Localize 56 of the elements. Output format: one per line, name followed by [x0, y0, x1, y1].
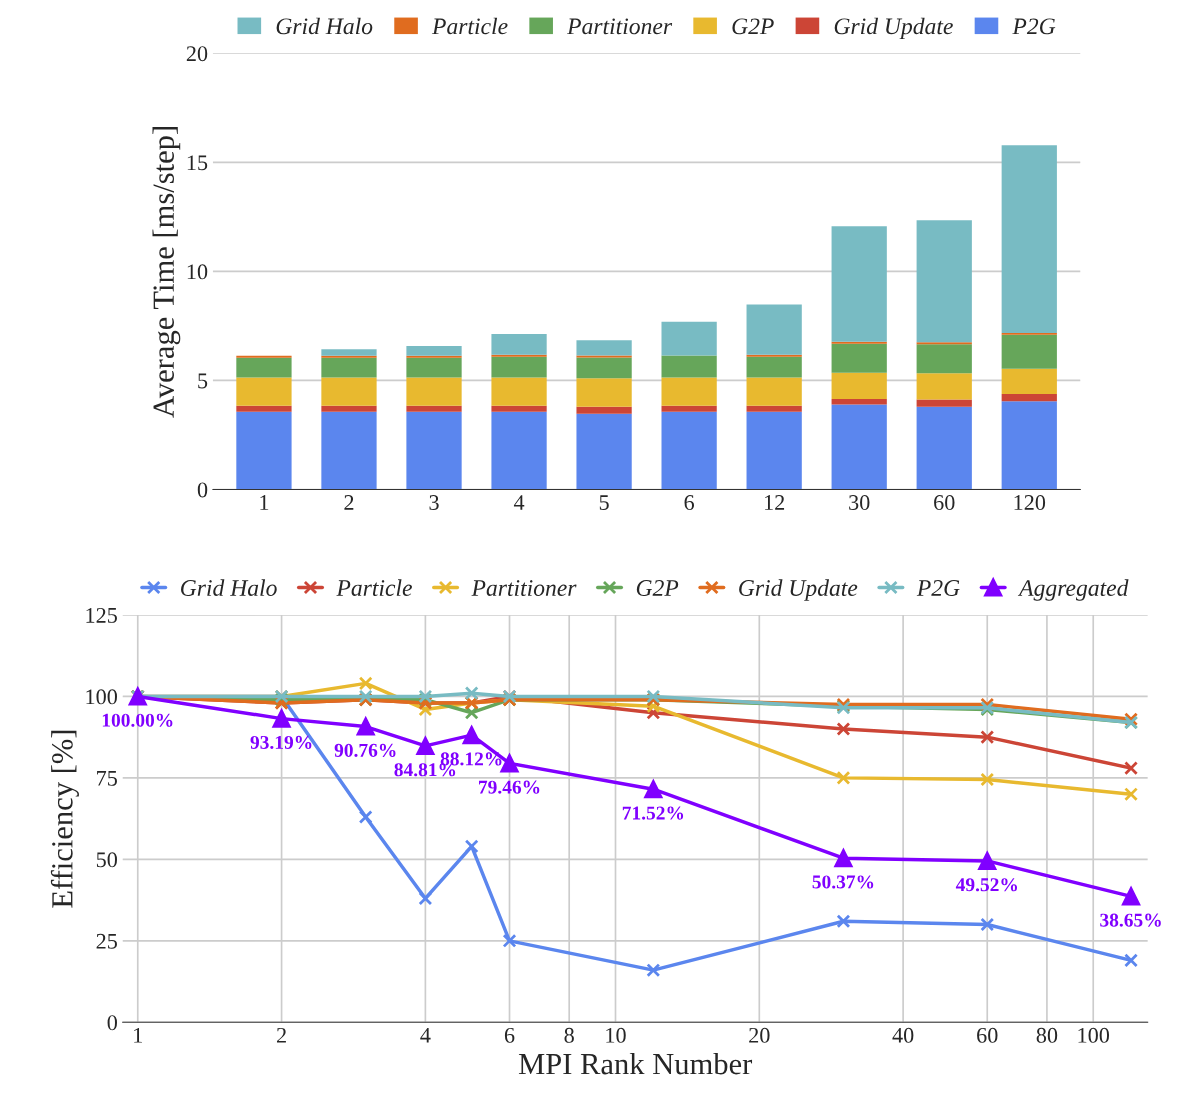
data-label: 38.65%: [1100, 913, 1161, 927]
x-tick-label: 20: [749, 1027, 770, 1043]
x-tick-label: 1: [134, 1027, 142, 1043]
legend-label: Aggregated: [1017, 579, 1129, 601]
y-tick-label: 125: [86, 607, 117, 623]
y-tick-label: 0: [197, 482, 208, 498]
x-tick-label: 6: [504, 1027, 515, 1043]
x-tick-label: 60: [977, 1027, 998, 1043]
data-label: 90.76%: [334, 743, 396, 757]
x-tick-label: 2: [344, 495, 354, 510]
data-label: 50.37%: [812, 875, 874, 889]
legend-label: Grid Update: [739, 579, 858, 601]
legend-label: Grid Halo: [276, 17, 373, 35]
x-tick-label: 12: [765, 495, 785, 510]
data-label: 100.00%: [102, 713, 173, 727]
x-tick-label: 8: [564, 1027, 574, 1043]
x-axis-title: MPI Rank Number: [518, 1052, 753, 1075]
x-tick-label: 5: [599, 495, 609, 511]
data-label: 49.52%: [955, 878, 1018, 892]
y-tick-label: 100: [86, 689, 117, 705]
x-tick-label: 1: [260, 495, 269, 510]
y-tick-label: 10: [187, 264, 208, 280]
data-label: 71.52%: [622, 806, 684, 820]
x-tick-label: 60: [934, 495, 955, 511]
legend-label: Partitioner: [567, 18, 673, 35]
legend-label: Grid Halo: [181, 579, 277, 596]
y-tick-label: 50: [96, 852, 117, 868]
legend-label: P2G: [916, 580, 960, 596]
x-tick-label: 100: [1078, 1027, 1110, 1043]
y-axis-title: Average Time [ms/step]: [152, 127, 181, 418]
y-tick-label: 75: [97, 771, 117, 786]
x-tick-label: 6: [684, 495, 695, 511]
y-tick-label: 0: [107, 1015, 117, 1031]
legend-label: P2G: [1012, 18, 1056, 35]
legend-label: Particle: [431, 17, 508, 35]
y-tick-label: 5: [198, 373, 208, 389]
x-tick-label: 4: [420, 1027, 431, 1043]
x-tick-label: 10: [606, 1027, 626, 1043]
x-tick-label: 40: [892, 1027, 914, 1043]
legend-label: Grid Update: [834, 17, 953, 40]
x-tick-label: 30: [849, 495, 870, 511]
legend-label: Particle: [336, 579, 412, 596]
x-tick-label: 2: [276, 1027, 286, 1043]
legend-label: Partitioner: [471, 580, 577, 596]
x-tick-label: 4: [513, 495, 525, 510]
data-label: 93.19%: [250, 735, 312, 750]
legend-label: G2P: [732, 18, 774, 35]
y-axis-title: Efficiency [%]: [50, 730, 79, 908]
data-label: 79.46%: [479, 780, 540, 794]
y-tick-label: 25: [96, 933, 117, 949]
x-tick-label: 3: [429, 495, 439, 511]
x-tick-label: 80: [1036, 1027, 1058, 1043]
y-tick-label: 20: [186, 46, 208, 62]
x-tick-label: 120: [1014, 495, 1046, 511]
y-tick-label: 15: [187, 155, 208, 171]
legend-label: G2P: [636, 580, 679, 596]
